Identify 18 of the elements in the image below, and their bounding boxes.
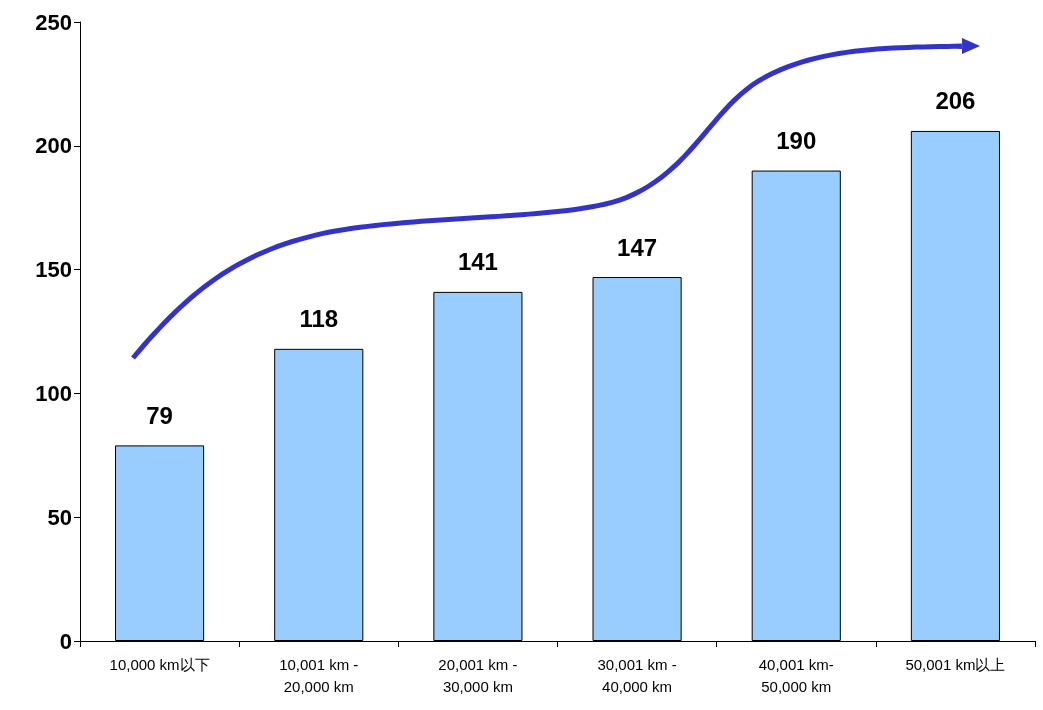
x-tick-label: 20,001 km - 30,000 km — [438, 655, 518, 695]
data-label: 79 — [146, 401, 173, 429]
x-tick-label: 10,001 km - 20,000 km — [279, 655, 359, 695]
y-tick-label: 100 — [35, 380, 72, 406]
data-label: 141 — [457, 248, 498, 276]
y-tick-label: 0 — [59, 628, 72, 654]
data-label: 118 — [299, 305, 339, 333]
x-tick-label: 40,001 km- 50,000 km — [758, 655, 834, 695]
data-label: 190 — [776, 127, 817, 155]
y-tick-label: 200 — [35, 133, 72, 159]
x-tick-label: 10,000 km以下 — [109, 655, 210, 673]
y-tick-label: 250 — [35, 9, 72, 35]
x-tick-label: 50,001 km以上 — [905, 655, 1006, 673]
y-tick-label: 50 — [47, 504, 72, 530]
x-tick-label: 30,001 km - 40,000 km — [597, 655, 677, 695]
data-label: 206 — [935, 87, 976, 115]
y-tick-label: 150 — [35, 257, 72, 283]
data-label: 147 — [617, 233, 658, 261]
